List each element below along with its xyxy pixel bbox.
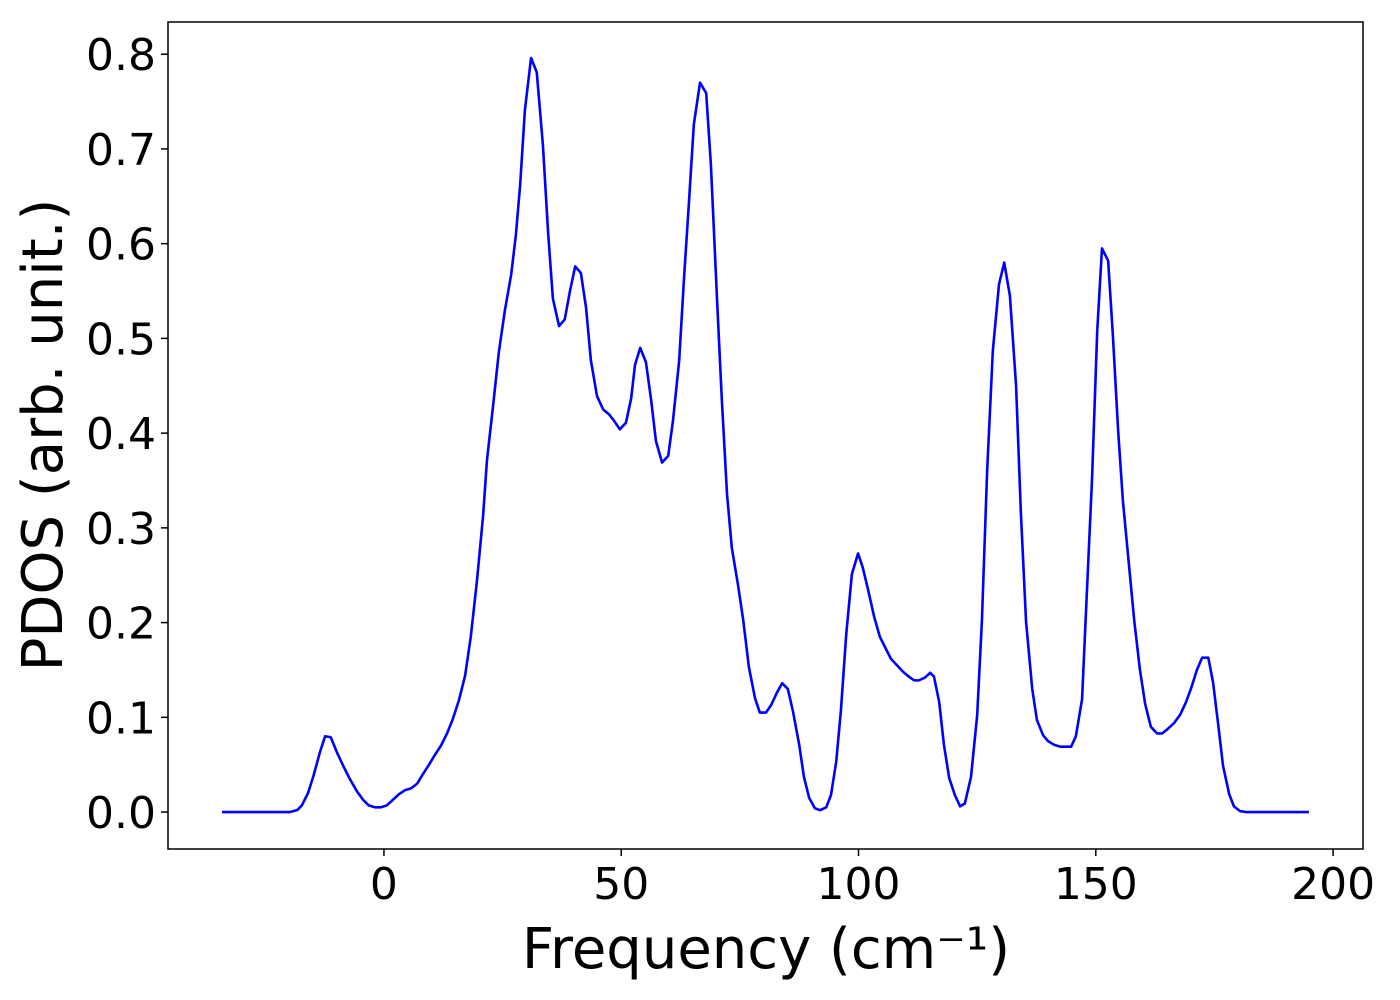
y-tick-label: 0.7 — [86, 125, 156, 176]
x-tick-label: 50 — [593, 859, 649, 910]
y-tick-label: 0.0 — [86, 788, 156, 839]
y-tick-label: 0.3 — [86, 504, 156, 555]
x-tick-label: 100 — [817, 859, 901, 910]
y-tick-label: 0.5 — [86, 314, 156, 365]
y-tick-label: 0.8 — [86, 30, 156, 81]
plot-frame — [167, 21, 1364, 850]
y-tick-label: 0.6 — [86, 220, 156, 271]
x-tick-label: 150 — [1054, 859, 1138, 910]
y-tick-label: 0.4 — [86, 409, 156, 460]
y-tick-label: 0.1 — [86, 693, 156, 744]
x-tick-label: 0 — [370, 859, 398, 910]
y-tick-label: 0.2 — [86, 599, 156, 650]
y-axis-label: PDOS (arb. unit.) — [11, 199, 76, 672]
pdos-line — [222, 56, 1309, 814]
x-tick-label: 200 — [1291, 859, 1375, 910]
x-axis-label: Frequency (cm⁻¹) — [522, 917, 1010, 982]
